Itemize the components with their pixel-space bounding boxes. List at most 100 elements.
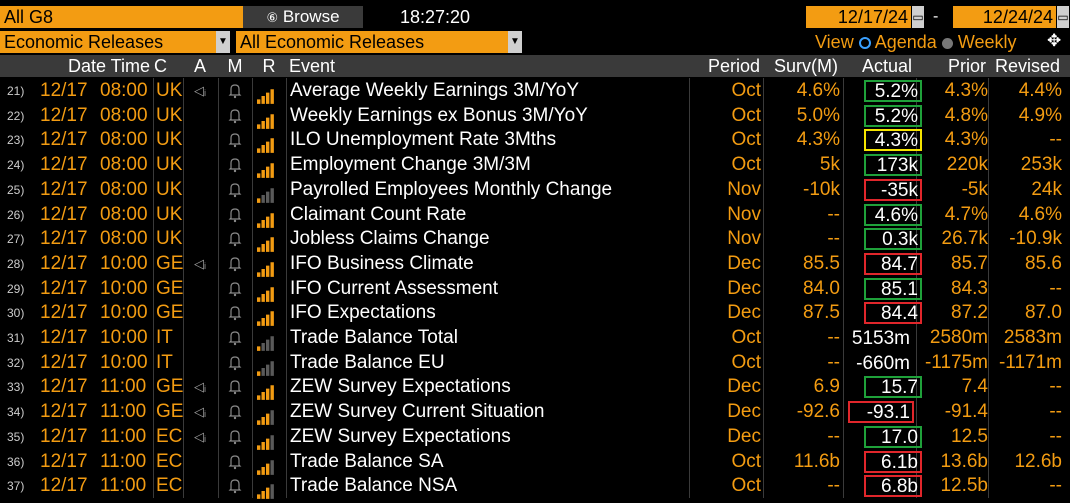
scope-field[interactable]: All G8 — [0, 6, 243, 28]
col-actual[interactable]: Actual — [846, 55, 914, 77]
col-country[interactable]: C — [154, 55, 182, 77]
alert-empty[interactable] — [185, 128, 215, 153]
alert-empty[interactable] — [185, 301, 215, 326]
calendar-icon[interactable]: ▭ — [1057, 6, 1069, 28]
event-name[interactable]: ZEW Survey Current Situation — [290, 401, 545, 423]
alert-empty[interactable] — [185, 104, 215, 129]
country-code[interactable]: IT — [156, 327, 173, 348]
col-revised[interactable]: Revised — [990, 55, 1062, 77]
table-row[interactable]: 34) 12/17 11:00 GE ◁ᵢ ZEW Survey Current Situ… — [0, 400, 1070, 425]
bell-icon[interactable] — [220, 153, 250, 178]
speaker-icon[interactable]: ◁ᵢ — [193, 404, 207, 420]
table-row[interactable]: 28) 12/17 10:00 GE ◁ᵢ IFO Business Climate Dec… — [0, 252, 1070, 277]
event-name[interactable]: Payrolled Employees Monthly Change — [290, 178, 613, 200]
event-name[interactable]: IFO Business Climate — [290, 252, 474, 274]
event-name[interactable]: Weekly Earnings ex Bonus 3M/YoY — [290, 104, 588, 126]
table-row[interactable]: 26) 12/17 08:00 UK Claimant Count Rate Nov -- 4… — [0, 203, 1070, 228]
speaker-icon[interactable]: ◁ᵢ — [193, 83, 207, 98]
col-alert[interactable]: A — [185, 55, 215, 77]
start-date-field[interactable]: 12/17/24 — [806, 6, 911, 28]
event-name[interactable]: Average Weekly Earnings 3M/YoY — [290, 80, 580, 101]
col-prior[interactable]: Prior — [918, 55, 988, 77]
table-row[interactable]: 33) 12/17 11:00 GE ◁ᵢ ZEW Survey Expectations… — [0, 375, 1070, 401]
table-row[interactable]: 24) 12/17 08:00 UK Employment Change 3M/3M Oc… — [0, 153, 1070, 178]
event-name[interactable]: Trade Balance NSA — [290, 475, 458, 497]
bell-icon[interactable] — [220, 203, 250, 228]
country-code[interactable]: UK — [156, 178, 183, 200]
bell-icon[interactable] — [220, 450, 250, 475]
bell-icon[interactable] — [220, 277, 250, 302]
country-code[interactable]: GE — [156, 376, 184, 398]
bell-icon[interactable] — [220, 227, 250, 252]
event-name[interactable]: Trade Balance Total — [290, 327, 458, 348]
event-name[interactable]: Claimant Count Rate — [290, 203, 467, 225]
event-name[interactable]: Trade Balance SA — [290, 450, 444, 472]
alert-empty[interactable] — [185, 474, 215, 499]
bell-icon[interactable] — [220, 375, 250, 400]
browse-button[interactable]: ⑥ Browse — [243, 6, 363, 28]
col-event[interactable]: Event — [289, 55, 689, 77]
chevron-down-icon[interactable]: ▼ — [216, 31, 230, 53]
move-icon[interactable]: ✥ — [1047, 31, 1062, 50]
country-code[interactable]: GE — [156, 277, 184, 299]
country-code[interactable]: UK — [156, 129, 183, 151]
bell-icon[interactable] — [220, 104, 250, 129]
event-name[interactable]: Employment Change 3M/3M — [290, 154, 531, 176]
country-code[interactable]: UK — [156, 203, 183, 225]
country-code[interactable]: GE — [156, 302, 184, 324]
country-code[interactable]: EC — [156, 475, 183, 497]
event-name[interactable]: Jobless Claims Change — [290, 228, 490, 250]
agenda-radio[interactable] — [858, 37, 871, 50]
country-code[interactable]: EC — [156, 450, 183, 472]
table-row[interactable]: 36) 12/17 11:00 EC Trade Balance SA Oct 11.6b 6… — [0, 450, 1070, 475]
bell-icon[interactable] — [220, 400, 250, 425]
table-row[interactable]: 27) 12/17 08:00 UK Jobless Claims Change Nov -… — [0, 227, 1070, 253]
event-name[interactable]: Trade Balance EU — [290, 351, 445, 373]
event-name[interactable]: IFO Expectations — [290, 302, 436, 324]
table-row[interactable]: 37) 12/17 11:00 EC Trade Balance NSA Oct -- 6.8… — [0, 474, 1070, 500]
alert-empty[interactable] — [185, 277, 215, 302]
country-code[interactable]: UK — [156, 104, 183, 126]
alert-empty[interactable] — [185, 178, 215, 203]
table-row[interactable]: 29) 12/17 10:00 GE IFO Current Assessment Dec… — [0, 277, 1070, 302]
table-row[interactable]: 22) 12/17 08:00 UK Weekly Earnings ex Bonus … — [0, 104, 1070, 129]
bell-icon[interactable] — [220, 79, 250, 104]
subcategory-dropdown[interactable]: All Economic Releases — [236, 31, 508, 53]
table-row[interactable]: 23) 12/17 08:00 UK ILO Unemployment Rate 3Mt… — [0, 128, 1070, 154]
table-row[interactable]: 32) 12/17 10:00 IT Trade Balance EU Oct -- -660… — [0, 351, 1070, 376]
country-code[interactable]: EC — [156, 425, 183, 447]
col-survey[interactable]: Surv(M) — [764, 55, 840, 77]
weekly-label[interactable]: Weekly — [957, 32, 1017, 52]
country-code[interactable]: UK — [156, 154, 183, 176]
agenda-label[interactable]: Agenda — [874, 32, 937, 52]
table-row[interactable]: 35) 12/17 11:00 EC ◁ᵢ ZEW Survey Expectations… — [0, 425, 1070, 450]
category-dropdown[interactable]: Economic Releases — [0, 31, 216, 53]
speaker-icon[interactable]: ◁ᵢ — [193, 379, 207, 395]
speaker-icon[interactable]: ◁ᵢ — [193, 428, 207, 444]
calendar-icon[interactable]: ▭ — [912, 6, 924, 28]
country-code[interactable]: UK — [156, 228, 183, 250]
alert-empty[interactable] — [185, 203, 215, 228]
alert-empty[interactable] — [185, 351, 215, 376]
table-row[interactable]: 31) 12/17 10:00 IT Trade Balance Total Oct -- 5… — [0, 326, 1070, 351]
event-name[interactable]: ILO Unemployment Rate 3Mths — [290, 129, 557, 151]
bell-icon[interactable] — [220, 252, 250, 277]
bell-icon[interactable] — [220, 351, 250, 376]
col-period[interactable]: Period — [690, 55, 762, 77]
event-name[interactable]: IFO Current Assessment — [290, 277, 499, 299]
bell-icon[interactable] — [220, 178, 250, 203]
bell-icon[interactable] — [220, 425, 250, 450]
event-name[interactable]: ZEW Survey Expectations — [290, 425, 511, 447]
col-date-time[interactable]: Date Time — [0, 55, 152, 77]
alert-empty[interactable] — [185, 153, 215, 178]
col-memo[interactable]: M — [220, 55, 250, 77]
event-name[interactable]: ZEW Survey Expectations — [290, 376, 511, 398]
table-row[interactable]: 30) 12/17 10:00 GE IFO Expectations Dec 87.5 84… — [0, 301, 1070, 327]
chevron-down-icon[interactable]: ▼ — [508, 31, 522, 53]
country-code[interactable]: IT — [156, 351, 173, 373]
alert-empty[interactable] — [185, 227, 215, 252]
end-date-field[interactable]: 12/24/24 — [953, 6, 1056, 28]
table-row[interactable]: 21) 12/17 08:00 UK ◁ᵢ Average Weekly Earnings… — [0, 79, 1070, 104]
bell-icon[interactable] — [220, 326, 250, 351]
country-code[interactable]: UK — [156, 80, 183, 101]
